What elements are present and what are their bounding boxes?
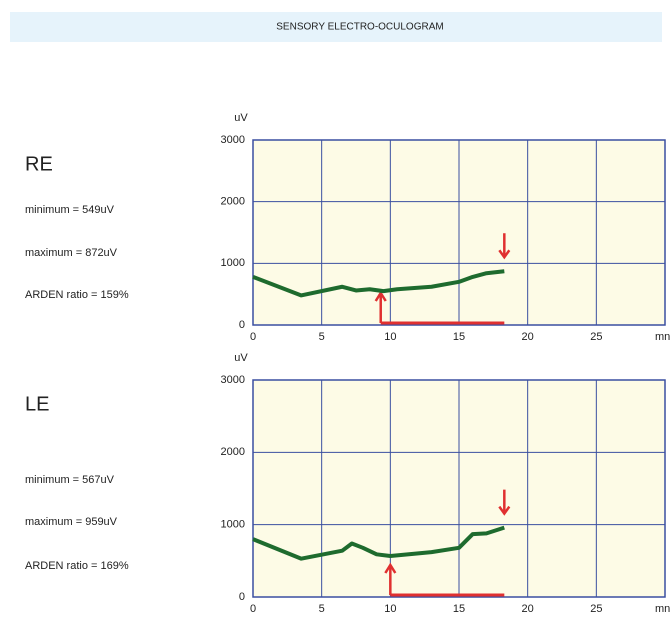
x-tick-label: 10 (384, 331, 396, 343)
arrow-head (498, 249, 511, 260)
y-axis-label: uV (234, 352, 248, 364)
x-axis-label: mn (655, 331, 670, 343)
y-tick-label: 2000 (221, 196, 245, 208)
y-axis-label: uV (234, 112, 248, 124)
x-tick-label: 20 (522, 331, 534, 343)
arrow-head (374, 290, 387, 302)
stat: minimum = 567uV (25, 474, 115, 486)
x-tick-label: 10 (384, 603, 396, 615)
eye-label: LE (25, 393, 49, 415)
stat: ARDEN ratio = 159% (25, 289, 129, 301)
eye-label: RE (25, 153, 53, 175)
x-tick-label: 5 (319, 603, 325, 615)
x-tick-label: 20 (522, 603, 534, 615)
y-tick-label: 1000 (221, 519, 245, 531)
stat: maximum = 872uV (25, 247, 118, 259)
arrow-head (384, 562, 397, 574)
arrow-head (498, 505, 511, 516)
y-tick-label: 0 (239, 591, 245, 603)
stat: maximum = 959uV (25, 516, 118, 528)
x-tick-label: 25 (590, 603, 602, 615)
x-tick-label: 15 (453, 603, 465, 615)
y-tick-label: 3000 (221, 134, 245, 146)
y-tick-label: 3000 (221, 374, 245, 386)
data-line (252, 269, 505, 298)
report-title: SENSORY ELECTRO-OCULOGRAM (276, 22, 443, 33)
stat: ARDEN ratio = 169% (25, 560, 129, 572)
y-tick-label: 1000 (221, 257, 245, 269)
x-tick-label: 0 (250, 603, 256, 615)
stat: minimum = 549uV (25, 204, 115, 216)
y-tick-label: 0 (239, 319, 245, 331)
x-tick-label: 15 (453, 331, 465, 343)
y-tick-label: 2000 (221, 446, 245, 458)
title-band (10, 12, 662, 42)
data-line (252, 525, 505, 561)
x-tick-label: 0 (250, 331, 256, 343)
x-axis-label: mn (655, 603, 670, 615)
x-tick-label: 25 (590, 331, 602, 343)
x-tick-label: 5 (319, 331, 325, 343)
